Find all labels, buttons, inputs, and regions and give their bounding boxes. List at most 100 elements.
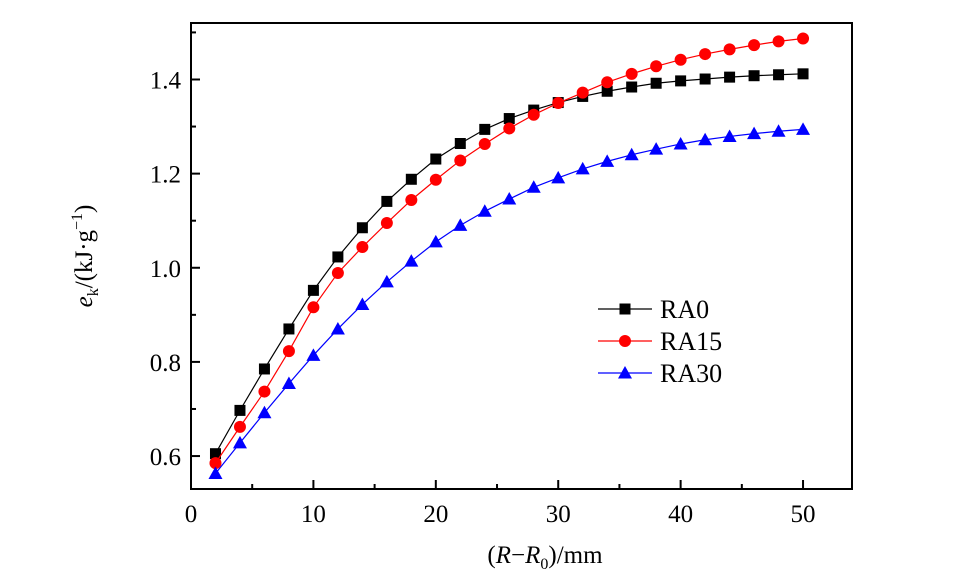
data-point-ra15 <box>282 345 295 358</box>
data-point-ra30 <box>722 129 737 142</box>
y-tick-label: 1.4 <box>150 67 182 94</box>
data-point-ra15 <box>233 420 246 433</box>
data-point-ra30 <box>232 435 247 449</box>
data-point-ra15 <box>356 241 369 254</box>
plot-frame <box>190 22 853 490</box>
data-point-ra30 <box>306 348 321 361</box>
data-point-ra0 <box>503 113 515 125</box>
data-point-ra30 <box>747 126 762 140</box>
data-point-ra0 <box>405 173 417 185</box>
data-point-ra0 <box>797 68 809 80</box>
series-ra15 <box>209 32 810 470</box>
data-point-ra15 <box>797 32 810 45</box>
series-line-ra15 <box>214 37 804 464</box>
data-point-ra30 <box>330 321 345 335</box>
data-point-ra0 <box>748 70 760 82</box>
legend-label-ra30: RA30 <box>660 359 722 388</box>
legend-label-ra0: RA0 <box>660 295 709 324</box>
data-point-ra0 <box>234 404 246 416</box>
legend-marker-ra30 <box>618 366 632 379</box>
data-point-ra0 <box>430 153 442 165</box>
data-point-ra15 <box>625 67 638 80</box>
x-tick-label: 10 <box>301 501 326 528</box>
data-point-ra15 <box>307 301 320 314</box>
data-point-ra0 <box>479 123 491 135</box>
x-tick-label: 20 <box>423 501 448 528</box>
x-tick-label: 30 <box>546 501 571 528</box>
data-point-ra15 <box>576 86 589 99</box>
y-tick-label: 0.8 <box>150 350 181 377</box>
data-point-ra30 <box>477 204 492 217</box>
data-point-ra15 <box>674 53 687 66</box>
data-point-ra0 <box>381 195 393 207</box>
axis-ticks <box>190 31 805 489</box>
data-point-ra15 <box>601 76 614 89</box>
data-point-ra15 <box>478 137 491 150</box>
tick-labels: 0 10 20 30 40 50 0.6 0.8 1.0 1.2 1.4 <box>150 67 816 528</box>
y-tick-label: 1.0 <box>150 256 181 283</box>
data-point-ra0 <box>283 323 295 335</box>
data-point-ra30 <box>771 124 786 137</box>
data-point-ra30 <box>453 218 468 231</box>
data-point-ra30 <box>502 192 517 205</box>
data-point-ra15 <box>380 217 393 230</box>
data-point-ra15 <box>331 266 344 279</box>
data-point-ra30 <box>428 234 443 248</box>
x-axis-title: (R−R0)/mm <box>487 542 603 573</box>
data-point-ra30 <box>379 274 394 288</box>
series-ra0 <box>209 68 809 460</box>
data-point-ra15 <box>552 97 565 110</box>
data-point-ra15 <box>748 39 761 52</box>
data-point-ra15 <box>405 193 418 206</box>
data-point-ra0 <box>699 73 711 85</box>
data-point-ra30 <box>526 180 541 193</box>
data-point-ra0 <box>626 81 638 93</box>
series-line-ra30 <box>215 128 804 474</box>
data-point-ra15 <box>723 43 736 56</box>
x-tick-label: 50 <box>791 501 816 528</box>
data-point-ra30 <box>649 142 664 155</box>
data-point-ra30 <box>257 405 272 419</box>
series-ra30 <box>208 122 811 479</box>
legend-label-ra15: RA15 <box>660 327 722 356</box>
legend-marker-ra0 <box>619 303 631 315</box>
data-point-ra15 <box>650 60 663 73</box>
data-point-ra30 <box>673 136 688 150</box>
data-point-ra15 <box>772 35 785 48</box>
data-point-ra0 <box>601 85 613 97</box>
data-point-ra15 <box>503 122 516 135</box>
data-point-ra30 <box>551 170 566 184</box>
data-point-ra30 <box>624 147 639 161</box>
y-axis-title: ek/(kJ·g−1) <box>69 205 102 308</box>
y-tick-label: 1.2 <box>150 162 181 189</box>
data-point-ra15 <box>527 108 540 121</box>
data-point-ra0 <box>675 75 687 87</box>
data-point-ra15 <box>429 173 442 186</box>
data-point-ra0 <box>356 222 368 234</box>
data-point-ra15 <box>699 48 712 61</box>
data-point-ra0 <box>258 363 270 375</box>
legend-marker-ra15 <box>619 335 631 347</box>
data-point-ra30 <box>600 154 615 167</box>
data-point-ra30 <box>281 376 296 390</box>
data-point-ra15 <box>209 457 222 470</box>
data-point-ra15 <box>258 385 271 398</box>
legend: RA0 RA15 RA30 <box>598 295 722 388</box>
data-point-ra0 <box>454 138 466 150</box>
data-point-ra30 <box>575 161 590 175</box>
data-point-ra15 <box>454 154 467 167</box>
data-point-ra0 <box>332 251 344 263</box>
x-tick-label: 0 <box>185 501 198 528</box>
data-point-ra0 <box>650 77 662 89</box>
data-point-ra30 <box>355 297 370 310</box>
data-point-ra30 <box>208 466 223 479</box>
series-layer <box>208 32 811 479</box>
data-point-ra0 <box>307 284 319 296</box>
x-tick-label: 40 <box>668 501 693 528</box>
data-point-ra30 <box>698 132 713 146</box>
data-point-ra30 <box>404 254 419 267</box>
y-tick-label: 0.6 <box>150 444 181 471</box>
data-point-ra0 <box>773 69 785 81</box>
data-point-ra0 <box>209 448 221 460</box>
